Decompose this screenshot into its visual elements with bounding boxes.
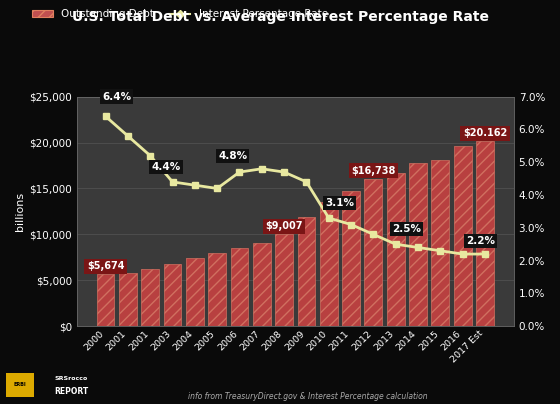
Text: 3.1%: 3.1% (325, 198, 354, 208)
Text: 2.2%: 2.2% (466, 236, 495, 246)
Bar (164, 264, 181, 326)
Text: 2.5%: 2.5% (393, 224, 421, 234)
FancyBboxPatch shape (6, 372, 34, 397)
Text: 6.4%: 6.4% (102, 92, 131, 101)
Text: $20.162: $20.162 (463, 128, 507, 138)
Text: $16,738: $16,738 (351, 166, 395, 176)
Text: ERBI: ERBI (13, 382, 26, 387)
Text: $5,674: $5,674 (87, 261, 124, 271)
Bar (231, 248, 249, 326)
Bar (97, 274, 114, 326)
Bar (476, 141, 494, 326)
Bar (342, 191, 360, 326)
Text: SRSrocco: SRSrocco (54, 376, 88, 381)
Text: 4.4%: 4.4% (151, 162, 180, 172)
Bar (119, 273, 137, 326)
Bar (431, 160, 449, 326)
Text: $9,007: $9,007 (265, 221, 303, 231)
Y-axis label: billions: billions (15, 192, 25, 231)
Text: info from TreasuryDirect.gov & Interest Percentage calculation: info from TreasuryDirect.gov & Interest … (188, 392, 428, 401)
Bar (365, 179, 382, 326)
Bar (208, 253, 226, 326)
Bar (253, 244, 270, 326)
Text: REPORT: REPORT (54, 387, 88, 396)
Bar (454, 147, 472, 326)
Bar (320, 202, 338, 326)
Bar (387, 173, 405, 326)
Bar (141, 269, 159, 326)
Bar (186, 259, 204, 326)
Text: 4.8%: 4.8% (218, 151, 248, 161)
Bar (409, 162, 427, 326)
Bar (275, 234, 293, 326)
Text: U.S. Total Debt vs. Average Interest Percentage Rate: U.S. Total Debt vs. Average Interest Per… (72, 10, 488, 24)
Bar (297, 217, 315, 326)
Legend: Outstanding Debt, Interest Percentage Rate: Outstanding Debt, Interest Percentage Ra… (27, 5, 332, 23)
